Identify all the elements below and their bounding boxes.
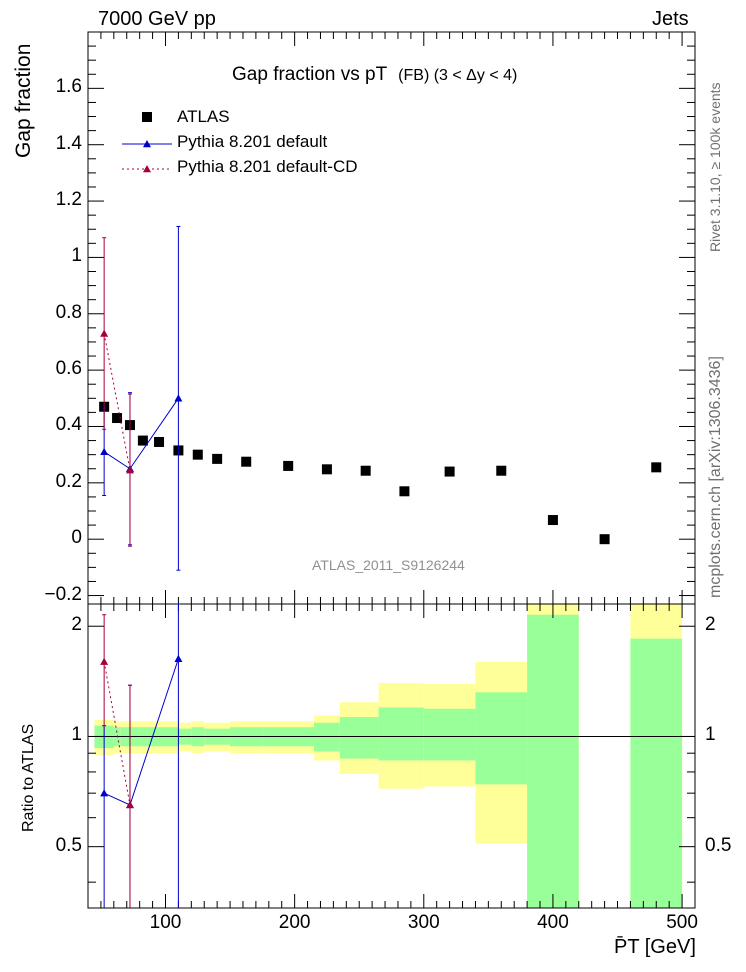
axes-frames [87,31,696,909]
ratio-band-stat [314,722,340,752]
ratio-tick-label-right: 0.5 [705,834,732,856]
y-axis-label: Gap fraction [12,43,35,158]
chart-title-main: Gap fraction vs pT [232,64,387,85]
ratio-band-stat [475,692,528,785]
mcplots-label: mcplots.cern.ch [arXiv:1306.3436] [707,356,724,598]
series-line [103,398,179,470]
atlas-point [496,465,507,476]
ratio-uncertainty-bands [94,604,683,908]
x-tick-label: 400 [537,912,569,933]
y-tick-label: 1.4 [55,132,82,154]
header-left: 7000 GeV pp [98,8,216,30]
x-axis-label: P̄T [GeV] [614,936,696,959]
series-line [103,333,131,471]
ratio-plot-frame [87,603,696,909]
series-point [125,466,134,474]
ratio-point [100,789,109,797]
series-0 [99,401,662,545]
y-tick-label: 0 [71,527,82,549]
atlas-point [112,413,123,424]
legend-label-atlas: ATLAS [177,107,230,126]
atlas-point [137,435,148,446]
ratio-band-stat [630,638,683,908]
ratio-tick-label: 1 [71,724,82,746]
y-tick-label: 1 [71,245,82,267]
ratio-band-stat [339,717,379,759]
ratio-y-axis-label: Ratio to ATLAS [20,723,37,832]
ratio-tick-label-right: 1 [705,724,716,746]
chart-subtitle: (FB) (3 < Δy < 4) [398,67,518,84]
legend-marker-pythia-default [143,140,151,148]
x-axis-label-text: P̄T [GeV] [614,936,696,958]
y-tick-label: 1.2 [55,189,82,211]
atlas-point [321,464,332,475]
y-tick-label: 0.8 [55,301,82,323]
atlas-point [599,534,610,545]
x-tick-label: 300 [407,912,440,933]
x-tick-label: 200 [278,912,311,933]
axis-ticks [88,32,695,908]
atlas-point [192,449,203,460]
ratio-tick-label: 0.5 [55,834,82,856]
legend-markers [122,112,172,173]
ratio-band-stat [527,614,579,908]
atlas-point [444,466,455,477]
atlas-point [399,486,410,497]
atlas-point [360,465,371,476]
legend-marker-atlas [142,112,152,122]
series-point [100,447,109,456]
ratio-tick-label: 2 [71,614,82,636]
x-tick-label: 500 [666,912,698,933]
ratio-band-stat [378,707,424,761]
ratio-band-stat [423,708,476,761]
chart-title: Gap fraction vs pT (FB) (3 < Δy < 4) [232,64,517,86]
watermark: ATLAS_2011_S9126244 [312,557,465,573]
ratio-line [103,661,131,806]
atlas-point [241,456,252,467]
atlas-point [283,460,294,471]
series-point [100,329,109,337]
legend-marker-pythia-cd [143,165,151,173]
atlas-point [651,462,662,473]
header-right: Jets [652,8,689,30]
y-tick-label: 1.6 [55,76,82,98]
rivet-label: Rivet 3.1.10, ≥ 100k events [707,82,723,252]
data-series [99,225,662,908]
atlas-point [547,515,558,526]
y-tick-label: 0.6 [55,358,82,380]
series-point [174,394,183,402]
ratio-point [174,654,183,662]
atlas-point [154,436,165,447]
atlas-point [212,453,223,464]
series-2 [100,237,134,908]
x-tick-label: 100 [149,912,182,933]
ratio-point [125,800,134,809]
y-tick-label: 0.4 [55,414,82,436]
ratio-tick-label-right: 2 [705,614,716,636]
series-1 [100,225,183,908]
legend-label-pythia-cd: Pythia 8.201 default-CD [177,157,358,176]
ratio-point [100,657,109,665]
y-tick-label: 0.2 [55,470,82,492]
y-tick-label: −0.2 [44,583,82,605]
legend-label-pythia-default: Pythia 8.201 default [177,132,328,151]
